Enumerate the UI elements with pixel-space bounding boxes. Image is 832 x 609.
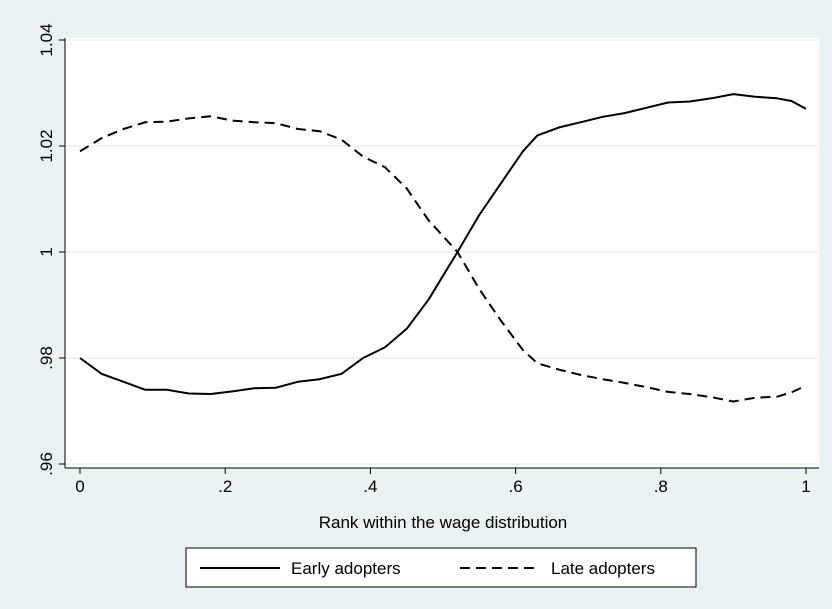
legend: Early adopters Late adopters bbox=[185, 547, 697, 588]
plot-area bbox=[65, 38, 819, 468]
series-lines bbox=[79, 93, 807, 403]
y-tick-label: 1 bbox=[37, 247, 56, 256]
x-tick-label: .6 bbox=[509, 477, 523, 496]
series-line-early-adopters bbox=[79, 93, 807, 395]
x-tick-label: .8 bbox=[654, 477, 668, 496]
series-line-late-adopters bbox=[79, 115, 807, 403]
y-tick-label: .96 bbox=[37, 452, 56, 476]
y-ticks: .96 .98 1 1.02 1.04 bbox=[37, 23, 65, 476]
x-tick-label: 0 bbox=[75, 477, 84, 496]
legend-label-late-adopters: Late adopters bbox=[551, 559, 655, 578]
x-tick-label: 1 bbox=[801, 477, 810, 496]
y-tick-label: 1.02 bbox=[37, 129, 56, 162]
x-tick-label: .4 bbox=[363, 477, 377, 496]
y-tick-label: .98 bbox=[37, 346, 56, 370]
y-tick-label: 1.04 bbox=[37, 23, 56, 56]
x-axis-title: Rank within the wage distribution bbox=[319, 513, 568, 532]
x-tick-label: .2 bbox=[218, 477, 232, 496]
grid-lines bbox=[66, 39, 818, 465]
axes bbox=[64, 38, 819, 469]
x-ticks: 0 .2 .4 .6 .8 1 bbox=[75, 468, 811, 496]
legend-label-early-adopters: Early adopters bbox=[291, 559, 401, 578]
